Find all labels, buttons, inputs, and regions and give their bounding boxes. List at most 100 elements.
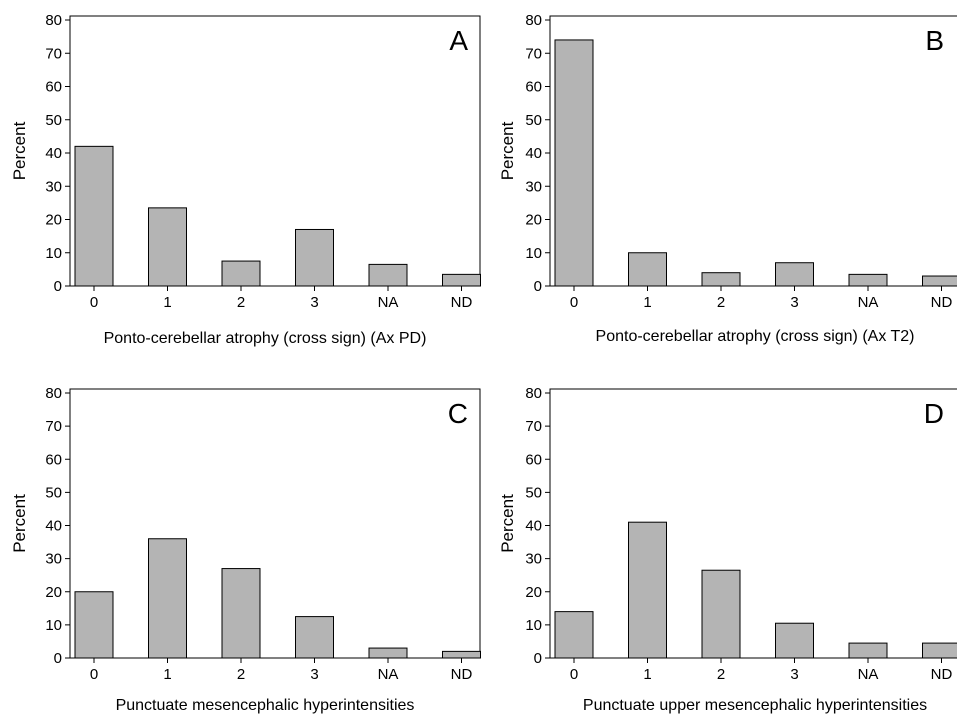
x-tick-label: 3 [790,666,798,683]
bar-na [848,273,888,287]
y-tick-label: 50 [45,484,62,501]
bar-2 [221,260,261,287]
y-tick-label: 60 [45,79,62,96]
x-tick-label: ND [931,666,953,683]
y-tick-label: 50 [525,112,542,129]
y-tick-label: 20 [525,212,542,229]
y-tick-label: 70 [45,418,62,435]
x-tick-label: NA [858,666,879,683]
plot-frame [549,15,957,287]
x-tick-label: NA [378,294,399,311]
bar-1 [628,252,667,287]
y-tick-label: 70 [525,45,542,62]
y-axis-label: Percent [10,121,29,180]
x-tick-label: 3 [310,666,318,683]
x-tick-label: 0 [90,294,98,311]
x-tick-label: NA [858,294,879,311]
y-tick-label: 80 [45,12,62,29]
y-tick-label: 40 [45,145,62,162]
y-tick-label: 10 [525,245,542,262]
y-tick-label: 30 [45,551,62,568]
bar-1 [628,521,667,659]
y-tick-label: 40 [525,518,542,535]
y-tick-label: 0 [534,650,542,667]
bar-3 [295,228,334,287]
x-tick-label: 1 [163,666,171,683]
x-tick-label: 2 [717,666,725,683]
bar-3 [295,616,334,659]
bar-nd [922,275,957,287]
y-tick-label: 80 [45,385,62,402]
y-tick-label: 70 [45,45,62,62]
bar-2 [221,568,261,659]
y-tick-label: 0 [54,278,62,295]
x-tick-label: NA [378,666,399,683]
y-tick-label: 10 [45,617,62,634]
x-tick-label: ND [451,666,473,683]
y-tick-label: 20 [45,584,62,601]
y-axis-label: Percent [10,494,29,553]
x-tick-label: 0 [570,294,578,311]
bar-1 [148,207,187,287]
y-tick-label: 30 [525,178,542,195]
bar-0 [554,39,594,287]
panel-letter: D [924,398,944,429]
x-tick-label: 0 [570,666,578,683]
y-tick-label: 80 [525,12,542,29]
y-axis-label: Percent [498,494,517,553]
x-tick-label: 3 [790,294,798,311]
y-tick-label: 70 [525,418,542,435]
y-tick-label: 50 [525,484,542,501]
bar-1 [148,538,187,659]
y-tick-label: 20 [525,584,542,601]
x-axis-label: Ponto-cerebellar atrophy (cross sign) (A… [596,328,915,345]
x-tick-label: 2 [237,666,245,683]
y-tick-label: 20 [45,212,62,229]
x-tick-label: 1 [643,294,651,311]
y-tick-label: 0 [534,278,542,295]
y-tick-label: 60 [525,79,542,96]
y-tick-label: 60 [525,451,542,468]
x-tick-label: 3 [310,294,318,311]
x-axis-label: Punctuate upper mesencephalic hyperinten… [583,697,927,714]
chart-panel-d: 0 10 20 30 40 50 60 70 80 0 1 2 3 NA ND D Punctuate uppe… [498,385,957,714]
panel-letter: C [448,398,468,429]
y-tick-label: 50 [45,112,62,129]
y-tick-label: 30 [45,178,62,195]
y-tick-label: 30 [525,551,542,568]
y-tick-label: 10 [45,245,62,262]
plot-frame [69,388,481,659]
bar-na [848,642,888,659]
panel-letter: A [449,25,468,56]
bar-nd [442,273,481,287]
x-tick-label: 0 [90,666,98,683]
y-tick-label: 40 [45,518,62,535]
y-axis-label: Percent [498,121,517,180]
bar-0 [74,145,114,287]
bar-na [368,647,408,659]
bar-3 [775,622,814,659]
x-tick-label: 2 [237,294,245,311]
y-tick-label: 80 [525,385,542,402]
y-tick-label: 10 [525,617,542,634]
plot-frame [69,15,481,287]
bar-na [368,263,408,287]
bar-0 [74,591,114,659]
y-tick-label: 40 [525,145,542,162]
x-tick-label: ND [931,294,953,311]
x-tick-label: ND [451,294,473,311]
x-axis-label: Ponto-cerebellar atrophy (cross sign) (A… [104,330,427,347]
x-tick-label: 1 [643,666,651,683]
bar-2 [701,569,741,659]
chart-panel-b: 0 10 20 30 40 50 60 70 80 0 1 2 3 NA ND B Ponto-cerebell… [498,12,957,345]
y-tick-label: 60 [45,451,62,468]
chart-panel-c: 0 10 20 30 40 50 60 70 80 0 1 2 3 NA ND C Punctuate mese… [10,385,481,714]
bar-nd [442,650,481,659]
chart-panel-a: 0 10 20 30 40 50 60 70 80 0 1 2 3 NA ND A Ponto-cerebell… [10,12,481,347]
bar-nd [922,642,957,659]
bar-0 [554,611,594,659]
plot-frame [549,388,957,659]
x-tick-label: 1 [163,294,171,311]
bar-2 [701,272,741,287]
